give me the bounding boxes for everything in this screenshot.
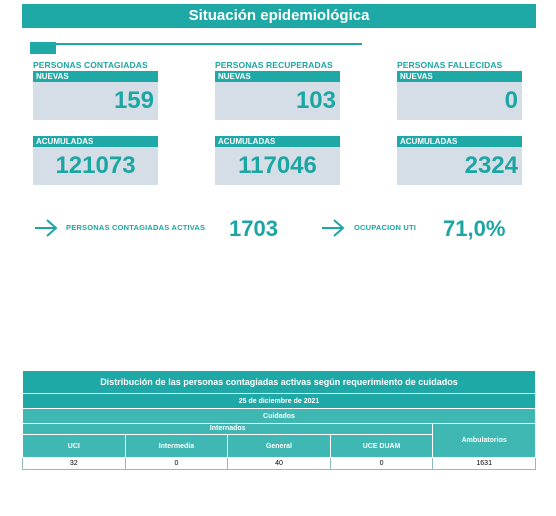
distribution-table: Distribución de las personas contagiadas… bbox=[21, 370, 536, 470]
column-header-ambulatorios: Ambulatorios bbox=[432, 423, 536, 458]
new-label-recuperadas: NUEVAS bbox=[215, 71, 340, 82]
new-value-fallecidas: 0 bbox=[504, 87, 518, 114]
table-cell-uce-duam: 0 bbox=[329, 457, 434, 470]
acc-value-recuperadas: 117046 bbox=[238, 152, 317, 179]
group-title-contagiadas: PERSONAS CONTAGIADAS bbox=[33, 60, 148, 70]
acc-box-contagiadas: 121073 bbox=[33, 147, 158, 185]
column-header-intermedia: Intermedia bbox=[124, 434, 229, 458]
acc-label-fallecidas: ACUMULADAS bbox=[397, 136, 522, 147]
acc-label-recuperadas: ACUMULADAS bbox=[215, 136, 340, 147]
table-row: 32 0 40 0 1631 bbox=[22, 457, 536, 470]
column-header-uci: UCI bbox=[22, 434, 126, 458]
new-label-fallecidas: NUEVAS bbox=[397, 71, 522, 82]
column-header-general: General bbox=[227, 434, 331, 458]
table-cell-intermedia: 0 bbox=[124, 457, 229, 470]
new-box-recuperadas: 103 bbox=[215, 82, 340, 120]
active-label: PERSONAS CONTAGIADAS ACTIVAS bbox=[66, 223, 206, 232]
acc-box-fallecidas: 2324 bbox=[397, 147, 522, 185]
table-date: 25 de diciembre de 2021 bbox=[22, 393, 536, 409]
active-value: 1703 bbox=[229, 216, 278, 241]
uti-label: OCUPACION UTI bbox=[354, 223, 417, 232]
column-header-uce-duam: UCE DUAM bbox=[329, 434, 434, 458]
acc-box-recuperadas: 117046 bbox=[215, 147, 340, 185]
acc-value-fallecidas: 2324 bbox=[464, 152, 518, 179]
table-cell-ambulatorios: 1631 bbox=[432, 457, 536, 470]
new-value-contagiadas: 159 bbox=[113, 87, 154, 114]
page-title: Situación epidemiológica bbox=[22, 4, 536, 28]
table-sub-header: Internados bbox=[21, 423, 434, 435]
group-title-recuperadas: PERSONAS RECUPERADAS bbox=[215, 60, 333, 70]
divider-line bbox=[30, 43, 362, 45]
table-cell-general: 40 bbox=[227, 457, 331, 470]
new-label-contagiadas: NUEVAS bbox=[33, 71, 158, 82]
group-title-fallecidas: PERSONAS FALLECIDAS bbox=[397, 60, 503, 70]
new-value-recuperadas: 103 bbox=[295, 87, 336, 114]
accent-block bbox=[30, 42, 56, 54]
uti-value: 71,0% bbox=[443, 216, 506, 241]
arrow-right-icon bbox=[322, 219, 345, 237]
table-group-header: Cuidados bbox=[22, 408, 536, 424]
new-box-fallecidas: 0 bbox=[397, 82, 522, 120]
new-box-contagiadas: 159 bbox=[33, 82, 158, 120]
table-title: Distribución de las personas contagiadas… bbox=[22, 370, 536, 394]
acc-value-contagiadas: 121073 bbox=[55, 152, 136, 179]
acc-label-contagiadas: ACUMULADAS bbox=[33, 136, 158, 147]
table-cell-uci: 32 bbox=[22, 457, 126, 470]
arrow-right-icon bbox=[35, 219, 58, 237]
